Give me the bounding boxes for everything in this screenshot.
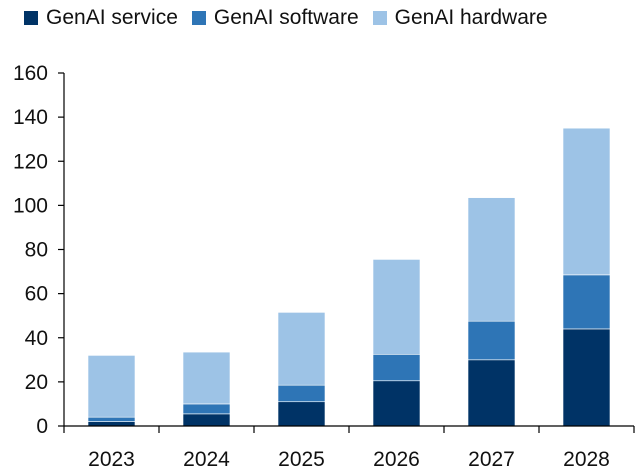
y-tick-label: 60 (25, 283, 48, 306)
legend-label-software: GenAI software (213, 6, 359, 29)
bar-software-2024 (182, 403, 231, 415)
bars (87, 127, 611, 427)
y-tick-label: 160 (13, 62, 48, 85)
x-axis: 2023 2024 2025 2026 2027 2028 (63, 425, 635, 471)
bar-service-2025 (277, 401, 326, 427)
bar-hardware-2024 (182, 351, 231, 405)
bar-service-2026 (372, 380, 421, 427)
legend-label-service: GenAI service (46, 6, 178, 29)
x-tick-label: 2025 (278, 448, 325, 471)
bar-software-2025 (277, 384, 326, 403)
y-tick-label: 80 (25, 239, 48, 262)
x-tick-label: 2028 (563, 448, 610, 471)
legend-item-service: GenAI service (24, 6, 178, 30)
legend-label-hardware: GenAI hardware (394, 6, 548, 29)
x-tick-label: 2026 (373, 448, 420, 471)
bar-hardware-2025 (277, 312, 326, 386)
bar-software-2026 (372, 353, 421, 382)
bar-software-2027 (467, 320, 516, 361)
y-tick-label: 120 (13, 150, 48, 173)
bar-service-2023 (87, 421, 136, 427)
legend-swatch-service (24, 11, 38, 25)
bar-hardware-2026 (372, 259, 421, 355)
bar-software-2023 (87, 416, 136, 422)
y-tick-label: 140 (13, 106, 48, 129)
bar-hardware-2027 (467, 197, 516, 322)
y-tick-label: 20 (25, 371, 48, 394)
y-tick-label: 100 (13, 194, 48, 217)
y-tick-label: 40 (25, 327, 48, 350)
x-tick-label: 2023 (88, 448, 135, 471)
y-tick-label: 0 (36, 415, 48, 438)
x-tick-label: 2027 (468, 448, 515, 471)
legend-item-hardware: GenAI hardware (372, 6, 548, 30)
legend-swatch-software (191, 11, 206, 25)
y-axis: 0 20 40 60 80 100 120 140 160 (13, 62, 65, 438)
bar-software-2028 (562, 274, 611, 330)
bar-hardware-2028 (562, 127, 611, 276)
legend-swatch-hardware (372, 11, 387, 25)
x-tick-label: 2024 (183, 448, 230, 471)
bar-service-2027 (467, 359, 516, 427)
bar-hardware-2023 (87, 355, 136, 418)
legend: GenAI service GenAI software GenAI hardw… (24, 6, 548, 30)
legend-item-software: GenAI software (191, 6, 359, 30)
bar-service-2028 (562, 328, 611, 427)
bar-service-2024 (182, 413, 231, 427)
